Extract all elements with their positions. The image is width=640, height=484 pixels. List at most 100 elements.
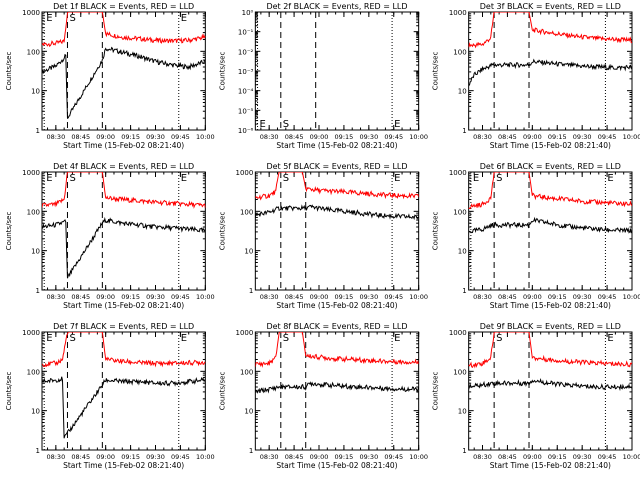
x-tick-label: 09:30: [146, 293, 165, 301]
x-tick-label: 08:30: [473, 133, 492, 141]
y-tick-label: 1: [249, 447, 253, 455]
y-tick-label: 10⁻²: [238, 48, 254, 56]
x-tick-label: 09:00: [96, 133, 115, 141]
chart-title: Det 4f BLACK = Events, RED = LLD: [53, 162, 194, 171]
y-tick-label: 10: [458, 408, 467, 416]
x-tick-label: 08:30: [473, 453, 492, 461]
y-tick-label: 100: [453, 48, 466, 56]
x-tick-label: 09:00: [523, 293, 542, 301]
y-tick-label: 10⁻⁶: [238, 127, 254, 135]
y-tick-label: 100: [240, 208, 253, 216]
y-tick-label: 10: [458, 88, 467, 96]
series-line-lld: [255, 172, 419, 201]
y-axis-label: Counts/sec: [432, 372, 440, 411]
series-line-events: [468, 216, 632, 234]
series-line-lld: [468, 172, 632, 210]
x-tick-label: 09:15: [548, 133, 567, 141]
y-tick-label: 1: [462, 287, 466, 295]
y-tick-label: 10⁰: [242, 9, 254, 17]
y-tick-label: 1: [462, 447, 466, 455]
chart-title: Det 1f BLACK = Events, RED = LLD: [53, 2, 194, 11]
event-marker-label: E: [181, 13, 187, 24]
x-tick-label: 08:45: [498, 133, 517, 141]
event-marker-label: S: [496, 173, 502, 184]
y-tick-label: 1000: [236, 169, 254, 177]
plot-frame: [254, 331, 420, 451]
x-tick-label: 08:30: [46, 453, 65, 461]
x-tick-label: 10:00: [623, 293, 640, 301]
event-marker-label: E: [181, 333, 187, 344]
y-axis-label: Counts/sec: [432, 52, 440, 91]
y-axis-label: Counts/sec: [218, 212, 226, 251]
event-marker-label: E: [181, 173, 187, 184]
y-axis-label: Counts/sec: [432, 212, 440, 251]
y-tick-label: 1: [249, 287, 253, 295]
x-axis-label: Start Time (15-Feb-02 08:21:40): [63, 141, 184, 150]
x-tick-label: 10:00: [409, 133, 428, 141]
series-line-lld: [255, 332, 419, 368]
y-tick-label: 1: [36, 447, 40, 455]
series-line-lld: [42, 332, 206, 368]
x-tick-label: 09:15: [121, 453, 140, 461]
chart-title: Det 9f BLACK = Events, RED = LLD: [480, 322, 621, 331]
chart-title: Det 7f BLACK = Events, RED = LLD: [53, 322, 194, 331]
x-tick-label: 10:00: [623, 453, 640, 461]
chart-panel-1: Det 1f BLACK = Events, RED = LLD 1 10 100 10…: [5, 2, 215, 150]
x-axis-label: Start Time (15-Feb-02 08:21:40): [276, 301, 397, 310]
event-marker-label: S: [69, 173, 75, 184]
x-tick-label: 09:15: [335, 133, 354, 141]
x-tick-label: 09:15: [335, 453, 354, 461]
x-tick-label: 09:30: [359, 133, 378, 141]
x-axis-label: Start Time (15-Feb-02 08:21:40): [490, 141, 611, 150]
x-tick-label: 10:00: [196, 453, 215, 461]
x-tick-label: 09:45: [384, 133, 403, 141]
y-tick-label: 10⁻³: [238, 68, 254, 76]
chart-title: Det 2f BLACK = Events, RED = LLD: [266, 2, 407, 11]
x-tick-label: 09:45: [384, 293, 403, 301]
x-tick-label: 09:30: [573, 453, 592, 461]
series-line-lld: [42, 12, 206, 48]
y-axis-label: Counts/sec: [5, 212, 13, 251]
x-tick-label: 09:00: [96, 453, 115, 461]
y-tick-label: 1: [462, 127, 466, 135]
y-axis-label: Counts/sec: [5, 52, 13, 91]
x-tick-label: 08:45: [498, 453, 517, 461]
x-tick-label: 09:45: [598, 293, 617, 301]
event-marker-label: E: [46, 13, 52, 24]
x-tick-label: 08:30: [260, 133, 279, 141]
series-line-events: [468, 378, 632, 392]
y-axis-label: Counts/sec: [218, 372, 226, 411]
event-marker-label: S: [283, 333, 289, 344]
x-tick-label: 08:45: [498, 293, 517, 301]
event-marker-label: E: [394, 333, 400, 344]
y-tick-label: 10: [244, 248, 253, 256]
x-axis-label: Start Time (15-Feb-02 08:21:40): [276, 141, 397, 150]
x-tick-label: 08:45: [71, 133, 90, 141]
event-marker-label: E: [46, 173, 52, 184]
series-line-events: [255, 204, 419, 221]
x-tick-label: 09:00: [523, 133, 542, 141]
x-tick-label: 08:45: [71, 293, 90, 301]
event-marker-label: S: [496, 333, 502, 344]
event-marker-label: E: [473, 173, 479, 184]
x-tick-label: 08:30: [473, 293, 492, 301]
chart-panel-6: Det 6f BLACK = Events, RED = LLD 1 10 100 10…: [432, 162, 640, 310]
y-tick-label: 100: [240, 368, 253, 376]
plot-frame: [468, 331, 633, 451]
chart-title: Det 3f BLACK = Events, RED = LLD: [480, 2, 621, 11]
y-tick-label: 10: [31, 408, 40, 416]
x-tick-label: 10:00: [623, 133, 640, 141]
chart-title: Det 5f BLACK = Events, RED = LLD: [266, 162, 407, 171]
event-marker-label: S: [283, 119, 289, 130]
event-marker-label: E: [260, 119, 266, 130]
x-tick-label: 09:30: [146, 133, 165, 141]
plot-frame: [254, 11, 420, 131]
x-tick-label: 08:45: [285, 133, 304, 141]
plot-frame: [254, 171, 420, 291]
event-marker-label: S: [69, 333, 75, 344]
x-axis-label: Start Time (15-Feb-02 08:21:40): [63, 301, 184, 310]
plot-frame: [41, 11, 206, 131]
y-tick-label: 1: [36, 287, 40, 295]
x-tick-label: 08:30: [46, 293, 65, 301]
